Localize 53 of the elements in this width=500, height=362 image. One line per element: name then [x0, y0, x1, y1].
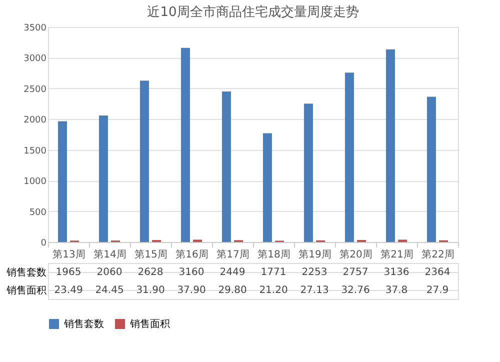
y-tick-label: 500 [29, 208, 47, 218]
data-label: 2628 [138, 267, 164, 278]
x-tick-label: 第19周 [298, 248, 332, 260]
x-tick-label: 第18周 [258, 248, 290, 260]
bar [426, 96, 436, 242]
y-tick-label: 3500 [24, 24, 47, 34]
legend-label: 销售面积 [129, 318, 170, 330]
data-label: 2364 [424, 267, 450, 278]
data-label: 27.13 [300, 285, 329, 296]
bar [140, 80, 149, 242]
bar [304, 104, 313, 242]
text: 销售套数 [6, 268, 46, 278]
data-label: 3160 [178, 267, 204, 278]
x-tick-label: 第20周 [340, 248, 372, 260]
bar [262, 133, 272, 242]
chart-title: 近10周全市商品住宅成交量周度走势 [147, 4, 359, 20]
text: 销售面积 [6, 286, 46, 296]
y-tick-label: 1000 [24, 177, 47, 188]
x-tick-label: 第22周 [422, 248, 454, 260]
data-label: 23.49 [54, 285, 83, 296]
bar [98, 115, 108, 242]
y-tick-label: 2000 [24, 116, 47, 126]
data-label: 37.8 [385, 285, 408, 296]
data-label: 29.80 [218, 285, 247, 296]
data-label: 2757 [342, 267, 368, 278]
bar [180, 48, 190, 242]
data-label: 1965 [56, 267, 82, 278]
data-label: 27.9 [426, 285, 449, 296]
y-tick-label: 1500 [24, 146, 47, 156]
bar [386, 49, 395, 242]
data-label: 2060 [96, 267, 122, 278]
y-tick-label: 0 [40, 238, 47, 248]
data-label: 24.45 [95, 285, 124, 296]
x-tick-label: 第13周 [52, 248, 86, 260]
x-tick-label: 第21周 [380, 248, 414, 260]
data-label: 2449 [220, 267, 246, 278]
bar [344, 72, 354, 242]
data-label: 32.76 [341, 285, 370, 296]
y-tick-label: 2500 [24, 84, 47, 95]
data-label: 31.90 [136, 285, 165, 296]
data-label: 37.90 [177, 285, 206, 296]
x-tick-label: 第16周 [176, 248, 208, 260]
data-label: 2253 [302, 267, 328, 278]
x-tick-label: 第14周 [94, 248, 126, 260]
legend-label: 销售套数 [63, 318, 104, 330]
bar [58, 121, 67, 242]
data-label: 21.20 [259, 285, 288, 296]
bar [222, 92, 231, 242]
x-tick-label: 第15周 [134, 248, 168, 260]
data-label: 1771 [260, 267, 286, 278]
y-tick-label: 3000 [24, 54, 47, 64]
data-label: 3136 [384, 267, 410, 278]
x-tick-label: 第17周 [216, 248, 250, 260]
